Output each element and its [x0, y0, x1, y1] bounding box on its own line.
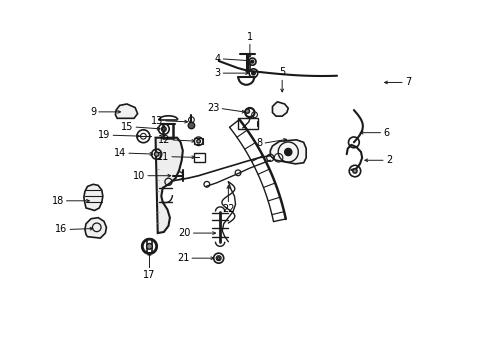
Text: 19: 19 [98, 130, 110, 140]
Text: 21: 21 [177, 253, 189, 263]
Circle shape [284, 148, 291, 156]
Text: 2: 2 [385, 155, 391, 165]
Polygon shape [115, 104, 137, 118]
Polygon shape [85, 218, 106, 238]
Polygon shape [155, 138, 183, 233]
Text: 4: 4 [214, 54, 220, 64]
Circle shape [154, 152, 159, 156]
Text: 7: 7 [404, 77, 410, 87]
Text: 6: 6 [383, 128, 388, 138]
Text: 15: 15 [121, 122, 133, 132]
Circle shape [196, 139, 200, 143]
Circle shape [251, 71, 255, 75]
Text: 14: 14 [114, 148, 126, 158]
Text: 12: 12 [158, 135, 170, 145]
Text: 1: 1 [246, 32, 252, 41]
Circle shape [250, 60, 253, 63]
Circle shape [244, 109, 249, 113]
Text: 20: 20 [178, 228, 190, 238]
Text: 5: 5 [279, 67, 285, 77]
Circle shape [217, 257, 220, 260]
Text: 11: 11 [157, 152, 169, 162]
Text: 13: 13 [150, 116, 163, 126]
Text: 17: 17 [143, 270, 155, 280]
Polygon shape [270, 140, 305, 164]
Text: 8: 8 [256, 139, 262, 148]
Text: 16: 16 [55, 225, 67, 234]
Circle shape [146, 243, 152, 249]
Circle shape [352, 169, 356, 173]
Circle shape [162, 128, 165, 131]
Polygon shape [272, 102, 287, 116]
Text: 10: 10 [133, 171, 145, 181]
Text: 3: 3 [214, 68, 220, 78]
Text: 22: 22 [222, 204, 234, 215]
Polygon shape [83, 184, 102, 211]
Text: 23: 23 [206, 103, 219, 113]
Circle shape [188, 122, 194, 129]
Text: 18: 18 [51, 196, 63, 206]
Text: 9: 9 [90, 107, 96, 117]
